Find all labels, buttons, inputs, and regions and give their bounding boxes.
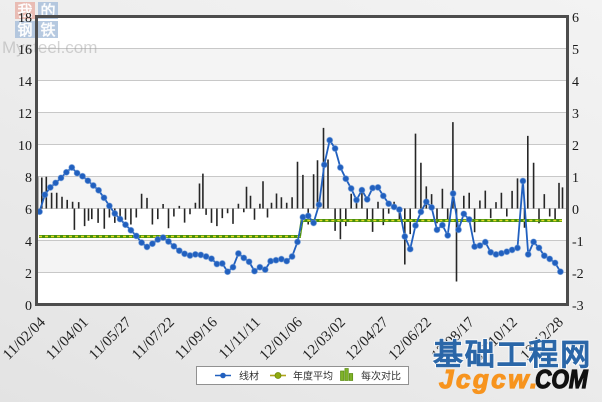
svg-text:Mysteel.com: Mysteel.com <box>2 38 97 57</box>
svg-text:-2: -2 <box>572 267 584 282</box>
svg-text:8: 8 <box>25 171 32 186</box>
svg-text:4: 4 <box>25 235 32 250</box>
svg-text:12/03/02: 12/03/02 <box>300 315 349 364</box>
svg-text:11/07/22: 11/07/22 <box>129 315 178 364</box>
svg-text:0: 0 <box>25 299 32 314</box>
svg-text:2: 2 <box>572 139 579 154</box>
svg-text:10: 10 <box>18 139 32 154</box>
svg-text:4: 4 <box>572 75 579 90</box>
svg-text:11/05/27: 11/05/27 <box>86 314 135 363</box>
svg-text:钢: 钢 <box>17 21 32 39</box>
svg-text:2: 2 <box>25 267 32 282</box>
svg-text:线材: 线材 <box>239 370 259 383</box>
svg-text:年度平均: 年度平均 <box>293 370 333 383</box>
svg-text:我: 我 <box>17 2 32 20</box>
svg-text:3: 3 <box>572 107 579 122</box>
svg-text:0: 0 <box>572 203 579 218</box>
svg-text:11/11/11: 11/11/11 <box>216 315 264 363</box>
svg-text:14: 14 <box>18 75 32 90</box>
svg-text:6: 6 <box>572 11 579 26</box>
svg-text:-1: -1 <box>572 235 584 250</box>
svg-text:11/02/04: 11/02/04 <box>0 314 49 363</box>
svg-text:12/06/22: 12/06/22 <box>386 315 435 364</box>
svg-text:6: 6 <box>25 203 32 218</box>
svg-text:11/09/16: 11/09/16 <box>172 314 221 363</box>
svg-text:12: 12 <box>18 107 32 122</box>
svg-text:5: 5 <box>572 43 579 58</box>
svg-text:11/04/01: 11/04/01 <box>43 315 92 364</box>
svg-text:12/04/27: 12/04/27 <box>343 314 392 363</box>
svg-text:-3: -3 <box>572 299 584 314</box>
svg-text:18: 18 <box>18 11 32 26</box>
svg-text:12/01/06: 12/01/06 <box>257 314 306 363</box>
svg-text:1: 1 <box>572 171 579 186</box>
svg-text:每次对比: 每次对比 <box>361 370 401 383</box>
svg-text:16: 16 <box>18 43 32 58</box>
svg-text:铁: 铁 <box>40 21 55 39</box>
